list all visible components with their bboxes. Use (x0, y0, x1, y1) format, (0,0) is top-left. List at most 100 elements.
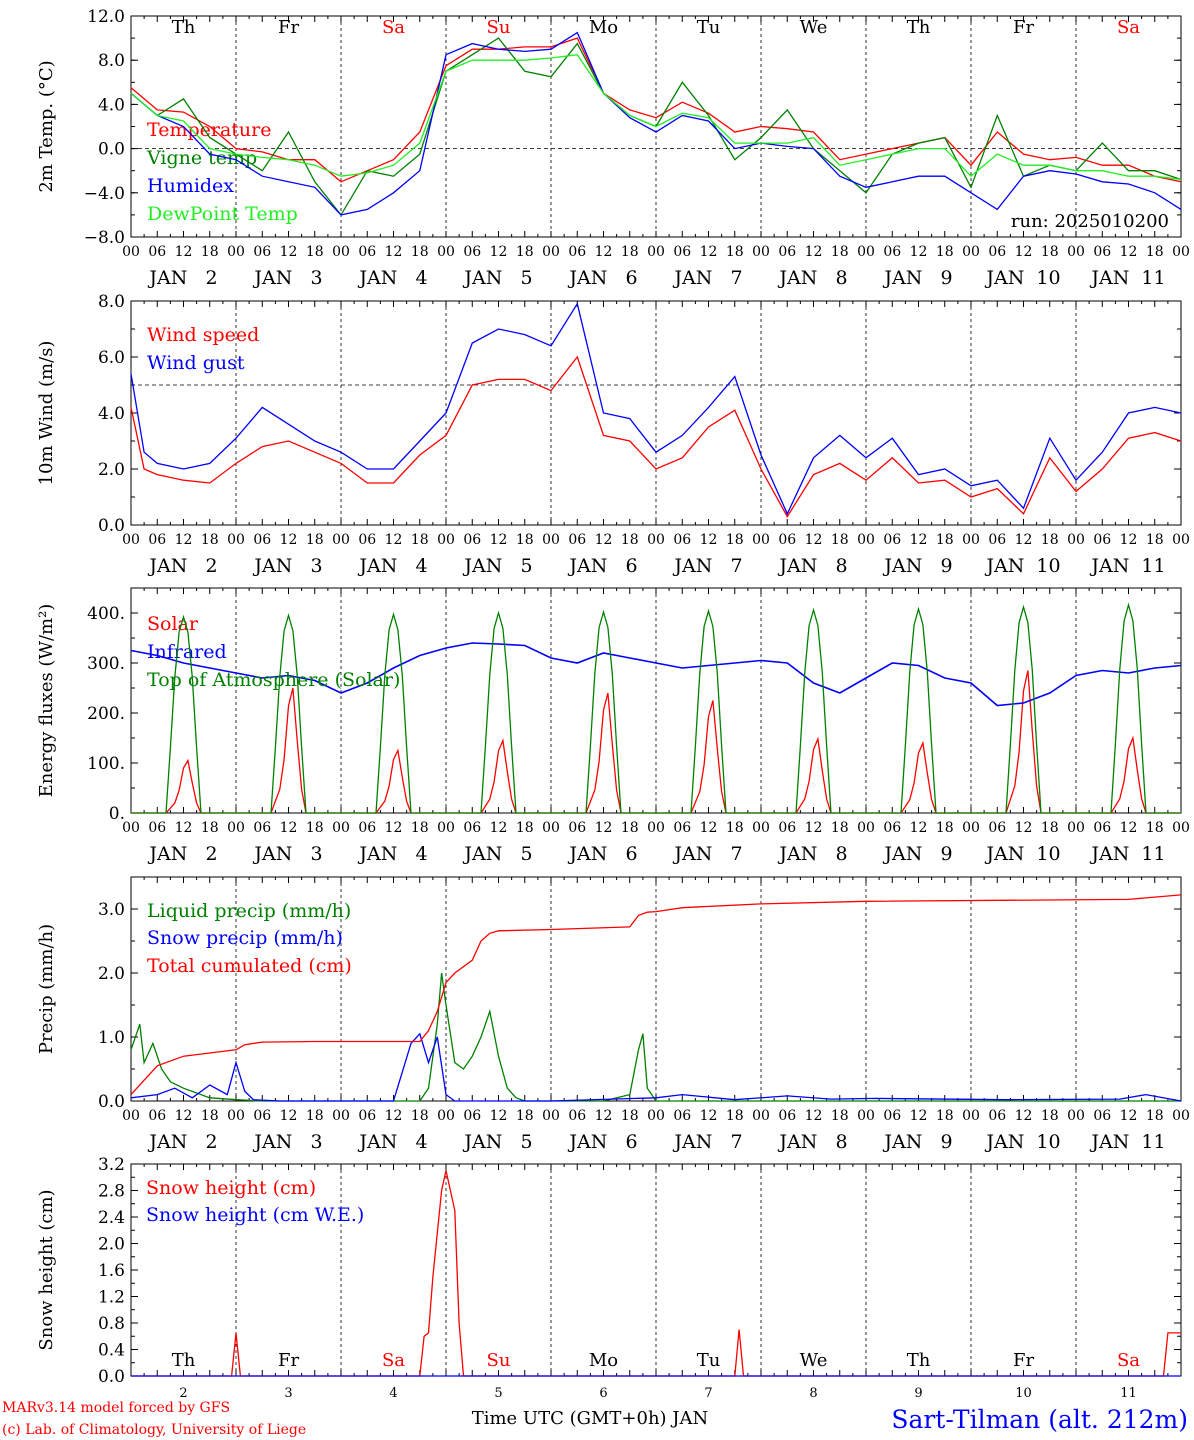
x-hour-label: 18 (621, 820, 639, 836)
day-label: Fr (1013, 1350, 1034, 1371)
x-hour-label: 12 (490, 1108, 508, 1124)
y-axis-label: Precip (mm/h) (36, 924, 57, 1054)
x-hour-label: 18 (201, 532, 219, 548)
x-hour-label: 00 (962, 244, 980, 260)
x-hour-label: 18 (411, 1108, 429, 1124)
x-hour-label: 06 (358, 1108, 376, 1124)
x-hour-label: 12 (910, 244, 928, 260)
x-hour-label: 12 (385, 1108, 403, 1124)
x-date-label: JAN 11 (1089, 843, 1165, 865)
x-date-label: JAN 5 (462, 267, 532, 289)
series-line-wind-1 (130, 302, 1182, 516)
x-hour-label: 12 (595, 820, 613, 836)
x-hour-label: 00 (227, 532, 245, 548)
panel-snow: 0.0 0.4 0.8 1.2 1.6 2.0 2.4 2.8 3.2 Snow height (… (36, 1155, 1182, 1401)
x-date-label: JAN 4 (357, 555, 427, 577)
x-hour-label: 12 (805, 532, 823, 548)
y-tick-label: 1.6 (98, 1261, 125, 1281)
series-line-precip-1 (130, 1032, 1182, 1102)
x-hour-label: 06 (778, 1108, 796, 1124)
x-hour-label: 12 (175, 244, 193, 260)
x-hour-label: 12 (1015, 532, 1033, 548)
x-hour-label: 06 (1093, 532, 1111, 548)
x-hour-label: 00 (122, 820, 140, 836)
series-line-temp-2 (130, 31, 1182, 216)
x-day-number: 9 (914, 1386, 922, 1401)
y-tick-label: 4.0 (98, 404, 125, 424)
x-hour-label: 06 (463, 532, 481, 548)
x-hour-label: 00 (542, 1108, 560, 1124)
x-hour-label: 06 (568, 244, 586, 260)
x-hour-label: 18 (516, 532, 534, 548)
x-hour-label: 00 (962, 1108, 980, 1124)
y-tick-label: 0.0 (98, 1367, 125, 1387)
x-hour-label: 06 (463, 820, 481, 836)
x-hour-label: 00 (332, 820, 350, 836)
x-hour-label: 12 (700, 820, 718, 836)
legend-entry: Infrared (147, 641, 227, 663)
run-annotation: run: 2025010200 (1011, 211, 1169, 232)
lab-credit: (c) Lab. of Climatology, University of L… (2, 1422, 306, 1438)
day-label: Sa (382, 17, 405, 38)
legend-entry: Solar (147, 613, 199, 635)
x-day-number: 11 (1120, 1386, 1137, 1401)
x-hour-label: 00 (752, 244, 770, 260)
x-hour-label: 06 (358, 244, 376, 260)
x-hour-label: 06 (883, 532, 901, 548)
panel-energy: 0. 100. 200. 300. 400. Energy fluxes (W/m²) So… (36, 587, 1190, 865)
x-hour-label: 12 (1015, 1108, 1033, 1124)
series-line-temp-3 (130, 54, 1182, 181)
x-hour-label: 00 (1067, 244, 1085, 260)
x-hour-label: 18 (201, 244, 219, 260)
x-hour-label: 12 (700, 1108, 718, 1124)
x-date-label: JAN 7 (672, 267, 742, 289)
y-tick-label: 12.0 (87, 7, 125, 27)
x-hour-label: 12 (175, 820, 193, 836)
x-hour-label: 12 (280, 532, 298, 548)
day-label: We (800, 1350, 828, 1371)
y-axis-label: Snow height (cm) (36, 1189, 57, 1350)
x-hour-label: 06 (1093, 244, 1111, 260)
x-date-label: JAN 7 (672, 843, 742, 865)
x-hour-label: 06 (883, 244, 901, 260)
x-hour-label: 18 (936, 1108, 954, 1124)
x-hour-label: 00 (752, 532, 770, 548)
x-hour-label: 06 (463, 244, 481, 260)
x-hour-label: 06 (1093, 1108, 1111, 1124)
series-line-temp-0 (130, 37, 1182, 183)
x-hour-label: 18 (306, 244, 324, 260)
y-tick-label: 8.0 (98, 51, 125, 71)
x-hour-label: 00 (227, 820, 245, 836)
x-hour-label: 00 (1067, 820, 1085, 836)
x-hour-label: 06 (253, 532, 271, 548)
x-hour-label: 06 (883, 1108, 901, 1124)
y-tick-label: 1.2 (98, 1288, 125, 1308)
day-label: Th (172, 17, 196, 38)
y-tick-label: 0.4 (98, 1341, 125, 1361)
x-hour-label: 06 (1093, 820, 1111, 836)
day-label: Su (487, 17, 511, 38)
x-hour-label: 18 (621, 244, 639, 260)
x-hour-label: 06 (673, 244, 691, 260)
x-hour-label: 18 (1146, 244, 1164, 260)
x-hour-label: 06 (673, 820, 691, 836)
day-label: Th (172, 1350, 196, 1371)
day-label: We (800, 17, 828, 38)
x-hour-label: 06 (988, 1108, 1006, 1124)
x-hour-label: 00 (1067, 1108, 1085, 1124)
x-hour-label: 00 (122, 1108, 140, 1124)
x-hour-label: 18 (516, 1108, 534, 1124)
y-tick-label: 2.4 (98, 1208, 125, 1228)
x-hour-label: 00 (647, 1108, 665, 1124)
plot-frame (130, 587, 1182, 814)
x-hour-label: 06 (778, 532, 796, 548)
x-hour-label: 06 (778, 820, 796, 836)
x-date-label: JAN 5 (462, 843, 532, 865)
x-date-label: JAN 8 (777, 1131, 847, 1153)
day-label: Tu (697, 1350, 721, 1371)
x-hour-label: 00 (752, 1108, 770, 1124)
x-date-label: JAN 4 (357, 267, 427, 289)
model-credit: MARv3.14 model forced by GFS (2, 1400, 230, 1416)
y-tick-label: 400. (87, 604, 125, 624)
